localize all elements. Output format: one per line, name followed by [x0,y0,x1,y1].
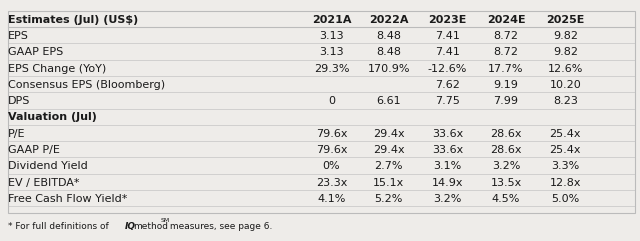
Text: 2024E: 2024E [487,15,525,25]
Text: 0: 0 [328,96,335,106]
Text: 5.0%: 5.0% [551,194,579,204]
Text: Valuation (Jul): Valuation (Jul) [8,113,97,122]
Text: 3.2%: 3.2% [433,194,461,204]
Text: 8.48: 8.48 [376,47,401,57]
Text: 29.4x: 29.4x [373,145,404,155]
Text: measures, see page 6.: measures, see page 6. [167,222,272,231]
Text: 3.3%: 3.3% [551,161,579,171]
Text: 2022A: 2022A [369,15,408,25]
Text: 5.2%: 5.2% [374,194,403,204]
Text: 7.41: 7.41 [435,31,460,41]
Text: 13.5x: 13.5x [490,178,522,187]
Text: 170.9%: 170.9% [367,64,410,74]
Text: 23.3x: 23.3x [316,178,347,187]
Text: 29.3%: 29.3% [314,64,349,74]
Text: 9.82: 9.82 [553,47,578,57]
Text: 3.13: 3.13 [319,31,344,41]
Text: 7.41: 7.41 [435,47,460,57]
Text: 8.72: 8.72 [493,31,518,41]
Text: 3.2%: 3.2% [492,161,520,171]
Text: EPS Change (YoY): EPS Change (YoY) [8,64,106,74]
Text: 29.4x: 29.4x [373,129,404,139]
Text: SM: SM [161,218,170,223]
Text: GAAP P/E: GAAP P/E [8,145,60,155]
Text: 6.61: 6.61 [376,96,401,106]
Text: 9.82: 9.82 [553,31,578,41]
Text: * For full definitions of: * For full definitions of [8,222,111,231]
Text: 28.6x: 28.6x [490,129,522,139]
Text: IQ: IQ [125,222,136,231]
Text: Consensus EPS (Bloomberg): Consensus EPS (Bloomberg) [8,80,165,90]
Text: 7.75: 7.75 [435,96,460,106]
Text: 2023E: 2023E [428,15,467,25]
Text: 2.7%: 2.7% [374,161,403,171]
Bar [8,11,636,214]
Text: 12.6%: 12.6% [548,64,583,74]
Text: GAAP EPS: GAAP EPS [8,47,63,57]
Text: 17.7%: 17.7% [488,64,524,74]
Text: 3.13: 3.13 [319,47,344,57]
Text: 2021A: 2021A [312,15,351,25]
Text: DPS: DPS [8,96,30,106]
Text: -12.6%: -12.6% [428,64,467,74]
Text: 25.4x: 25.4x [550,145,581,155]
Text: 8.48: 8.48 [376,31,401,41]
Text: 2025E: 2025E [546,15,584,25]
Text: EPS: EPS [8,31,29,41]
Text: 8.72: 8.72 [493,47,518,57]
Text: Estimates (Jul) (US$): Estimates (Jul) (US$) [8,15,138,25]
Text: 33.6x: 33.6x [432,129,463,139]
Text: method: method [134,222,168,231]
Text: 14.9x: 14.9x [432,178,463,187]
Text: 33.6x: 33.6x [432,145,463,155]
Text: 7.99: 7.99 [493,96,518,106]
Text: P/E: P/E [8,129,25,139]
Text: EV / EBITDA*: EV / EBITDA* [8,178,79,187]
Text: 79.6x: 79.6x [316,145,348,155]
Text: 15.1x: 15.1x [373,178,404,187]
Text: 7.62: 7.62 [435,80,460,90]
Text: 0%: 0% [323,161,340,171]
Text: 9.19: 9.19 [493,80,518,90]
Text: 3.1%: 3.1% [433,161,461,171]
Text: 28.6x: 28.6x [490,145,522,155]
Text: 10.20: 10.20 [550,80,581,90]
Text: 79.6x: 79.6x [316,129,348,139]
Text: 4.1%: 4.1% [317,194,346,204]
Text: 4.5%: 4.5% [492,194,520,204]
Text: Dividend Yield: Dividend Yield [8,161,88,171]
Text: 8.23: 8.23 [553,96,578,106]
Text: 25.4x: 25.4x [550,129,581,139]
Text: 12.8x: 12.8x [550,178,581,187]
Text: Free Cash Flow Yield*: Free Cash Flow Yield* [8,194,127,204]
